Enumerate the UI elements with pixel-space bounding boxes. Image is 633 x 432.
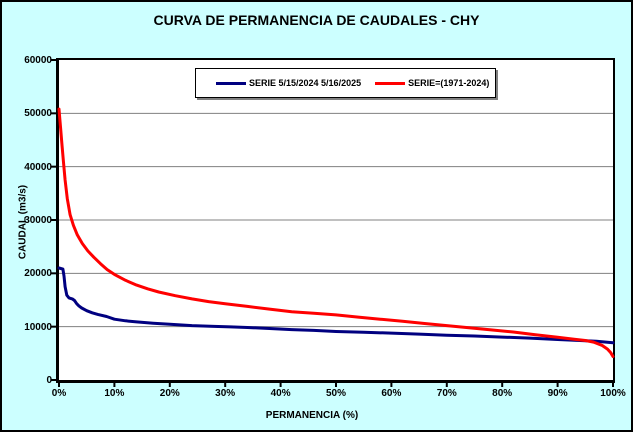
series-line-red	[57, 107, 615, 358]
y-tick-label: 0	[46, 375, 52, 386]
legend-line-marker-blue	[216, 81, 246, 85]
y-tick-label: 10000	[24, 321, 52, 333]
plot-canvas	[51, 59, 615, 387]
legend-entry-serie-1971-2024: SERIE=(1971-2024)	[375, 78, 489, 88]
x-tick-label: 10%	[104, 388, 125, 399]
legend-entry-serie-2024-2025: SERIE 5/15/2024 5/16/2025	[216, 78, 361, 88]
y-tick-label: 30000	[24, 215, 52, 226]
y-tick-label: 40000	[24, 161, 52, 173]
y-tick-label: 20000	[24, 268, 52, 280]
legend-line-marker-red	[375, 81, 406, 85]
y-tick-label: 60000	[24, 55, 52, 66]
legend-label: SERIE 5/15/2024 5/16/2025	[249, 78, 362, 88]
series-line-blue	[57, 266, 615, 345]
x-tick-label: 60%	[381, 388, 402, 399]
x-tick-label: 100%	[600, 388, 626, 399]
x-tick-label: 50%	[325, 388, 346, 399]
x-tick-label: 70%	[436, 388, 457, 399]
chart-title: CURVA DE PERMANENCIA DE CAUDALES - CHY	[153, 12, 480, 28]
y-tick-label: 50000	[24, 108, 52, 120]
x-tick-label: 0%	[51, 388, 67, 399]
x-axis-title: PERMANENCIA (%)	[265, 410, 359, 421]
x-tick-label: 90%	[547, 388, 568, 399]
legend: SERIE 5/15/2024 5/16/2025 SERIE=(1971-20…	[195, 68, 496, 98]
plot-area: SERIE 5/15/2024 5/16/2025 SERIE=(1971-20…	[51, 58, 615, 387]
x-tick-label: 30%	[215, 388, 236, 399]
legend-label: SERIE=(1971-2024)	[408, 78, 490, 88]
x-tick-label: 80%	[492, 388, 513, 399]
x-tick-label: 40%	[270, 388, 291, 399]
x-tick-label: 20%	[159, 388, 180, 399]
